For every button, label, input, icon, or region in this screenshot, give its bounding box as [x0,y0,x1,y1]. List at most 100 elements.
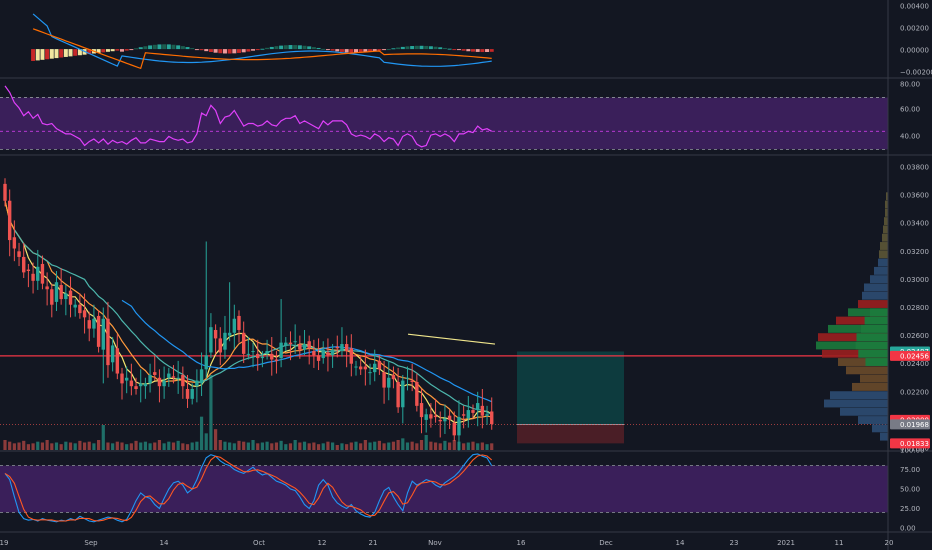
volume-bar [438,443,442,450]
candle [45,286,49,290]
candle [17,251,21,257]
macd-histogram-bar [138,47,143,50]
volume-bar [26,444,30,450]
volume-profile-row [822,349,888,358]
volume-bar [125,444,129,450]
candle [96,315,101,347]
moving-average-line [121,299,492,403]
price-tick-label: 0.03400 [900,220,929,228]
macd-histogram-bar [377,49,382,51]
candle [401,380,405,408]
macd-histogram-bar [120,49,124,52]
candle [185,388,190,399]
macd-histogram-bar [414,45,419,50]
volume-bar [279,440,283,450]
candle [452,422,456,436]
volume-bar [12,443,16,450]
macd-histogram-bar [297,45,302,50]
candle [302,344,307,350]
volume-bar [265,441,269,450]
volume-profile-row [824,399,888,408]
volume-bar [321,443,325,450]
macd-histogram-bar [129,49,134,51]
candle [3,183,7,201]
macd-histogram-bar [54,49,59,59]
stoch-tick-label: 50.00 [900,486,920,494]
candle [298,344,302,350]
volume-bar [288,443,293,450]
macd-histogram-bar [143,46,148,50]
macd-pane [31,13,494,70]
time-axis[interactable]: 19 Sep 14 Oct 12 21 Nov 16 Dec 14 23 2021 11 20 [0,539,893,547]
macd-histogram-bar [358,49,363,53]
macd-histogram-bar [386,49,391,51]
time-label: 12 [318,539,327,547]
candle [382,372,386,388]
volume-profile-row-up [855,341,888,350]
volume-bar [162,443,166,450]
volume-bar [8,441,12,450]
candle [377,360,382,370]
volume-profile-row [874,266,888,275]
candle [419,403,424,418]
macd-histogram-bar [246,49,251,52]
volume-bar [480,442,484,450]
macd-histogram-bar [321,48,326,50]
candle [59,285,63,300]
candle [354,366,358,368]
price-tick-label: 0.03600 [900,192,929,200]
volume-profile-row [870,275,888,284]
macd-histogram-bar [31,49,36,61]
volume-bar [256,443,260,450]
volume-profile-row [880,242,888,250]
candle [82,310,87,318]
candle [78,304,82,314]
volume-bar [3,440,7,450]
macd-histogram-bar [176,45,181,50]
volume-profile-row-up [861,324,888,333]
volume-bar [223,441,227,450]
volume-bar [363,440,367,450]
moving-average-line [4,200,492,421]
volume-bar [218,440,222,450]
candle [12,237,17,249]
candle [40,263,45,284]
macd-histogram-bar [330,49,335,51]
macd-histogram-bar [35,49,40,61]
position-loss-zone [517,424,624,444]
volume-bar [246,442,250,450]
candle [148,374,152,384]
candle [129,380,134,387]
macd-histogram-bar [157,44,162,50]
macd-histogram-bar [325,49,330,51]
price-tag-entry [890,419,930,430]
volume-bar [302,441,307,450]
macd-histogram-bar [204,49,209,52]
volume-bar [274,442,279,450]
stoch-tick-label: 0.00 [900,525,916,533]
candle [209,327,213,353]
volume-bar [293,440,297,450]
candle [157,377,162,387]
volume-bar [22,440,26,450]
macd-tick-label: −0.00200 [900,69,932,77]
macd-histogram-bar [96,49,101,53]
candle [457,417,461,436]
volume-bar [419,440,424,450]
volume-bar [31,443,35,450]
candle [7,200,12,241]
rsi-tick-label: 40.00 [900,133,920,141]
candle [124,377,129,381]
rsi-pane [0,85,888,150]
volume-bar [139,442,143,450]
price-tag-stop-label: 0.01833 [900,440,929,448]
macd-histogram-bar [255,49,260,51]
volume-bar [466,442,470,450]
candle [330,349,335,356]
stoch-k-line [4,453,493,523]
candle [340,344,344,352]
candle [284,342,288,346]
volume-bar [424,435,428,450]
